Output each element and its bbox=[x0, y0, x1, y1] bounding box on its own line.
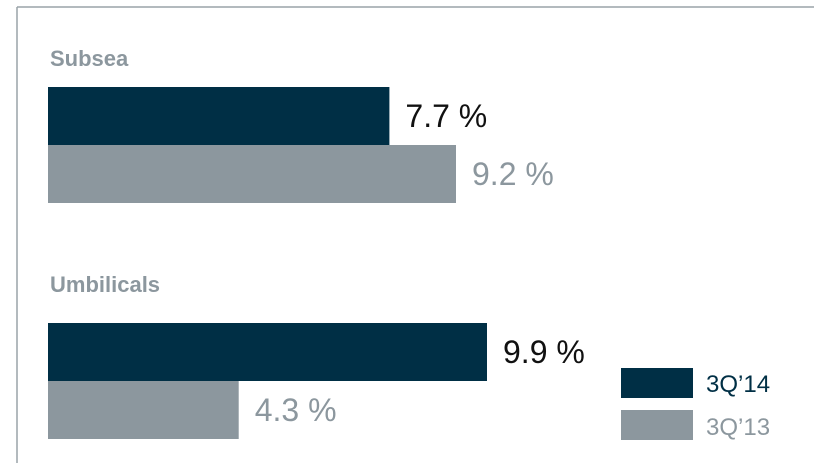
legend-swatch-3q14 bbox=[621, 368, 693, 398]
bar-umbilicals-3q14 bbox=[48, 323, 487, 381]
group-title-umbilicals: Umbilicals bbox=[50, 272, 160, 297]
data-label-subsea-3q14: 7.7 % bbox=[405, 98, 487, 134]
legend: 3Q’14 3Q’13 bbox=[621, 368, 770, 441]
legend-label-3q14: 3Q’14 bbox=[706, 371, 770, 398]
bar-subsea-3q13 bbox=[48, 145, 456, 203]
legend-swatch-3q13 bbox=[621, 410, 693, 440]
group-title-subsea: Subsea bbox=[50, 46, 129, 71]
bar-umbilicals-3q13 bbox=[48, 381, 239, 439]
data-label-umbilicals-3q13: 4.3 % bbox=[255, 392, 337, 428]
data-label-umbilicals-3q14: 9.9 % bbox=[503, 334, 585, 370]
data-label-subsea-3q13: 9.2 % bbox=[472, 156, 554, 192]
legend-label-3q13: 3Q’13 bbox=[706, 414, 770, 441]
bar-subsea-3q14 bbox=[48, 87, 390, 145]
